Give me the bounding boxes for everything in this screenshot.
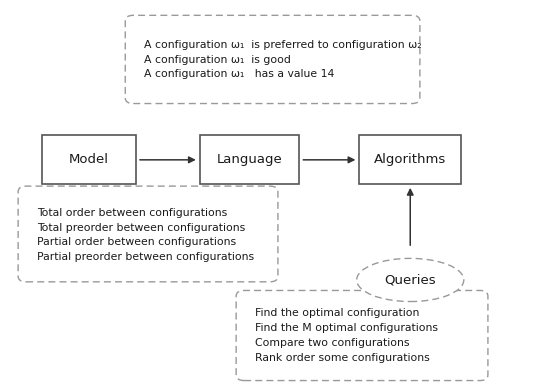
FancyBboxPatch shape	[200, 135, 299, 184]
Text: A configuration ω₁  is preferred to configuration ω₂
A configuration ω₁  is good: A configuration ω₁ is preferred to confi…	[144, 40, 422, 79]
FancyBboxPatch shape	[236, 291, 488, 380]
FancyBboxPatch shape	[125, 15, 420, 104]
FancyBboxPatch shape	[42, 135, 136, 184]
Text: Algorithms: Algorithms	[374, 153, 446, 166]
Text: Model: Model	[69, 153, 109, 166]
Text: Find the optimal configuration
Find the M optimal configurations
Compare two con: Find the optimal configuration Find the …	[255, 308, 438, 363]
Ellipse shape	[357, 258, 464, 301]
FancyBboxPatch shape	[18, 186, 278, 282]
Text: Language: Language	[217, 153, 282, 166]
FancyBboxPatch shape	[359, 135, 461, 184]
Text: Total order between configurations
Total preorder between configurations
Partial: Total order between configurations Total…	[37, 208, 254, 262]
Text: Queries: Queries	[384, 273, 436, 287]
